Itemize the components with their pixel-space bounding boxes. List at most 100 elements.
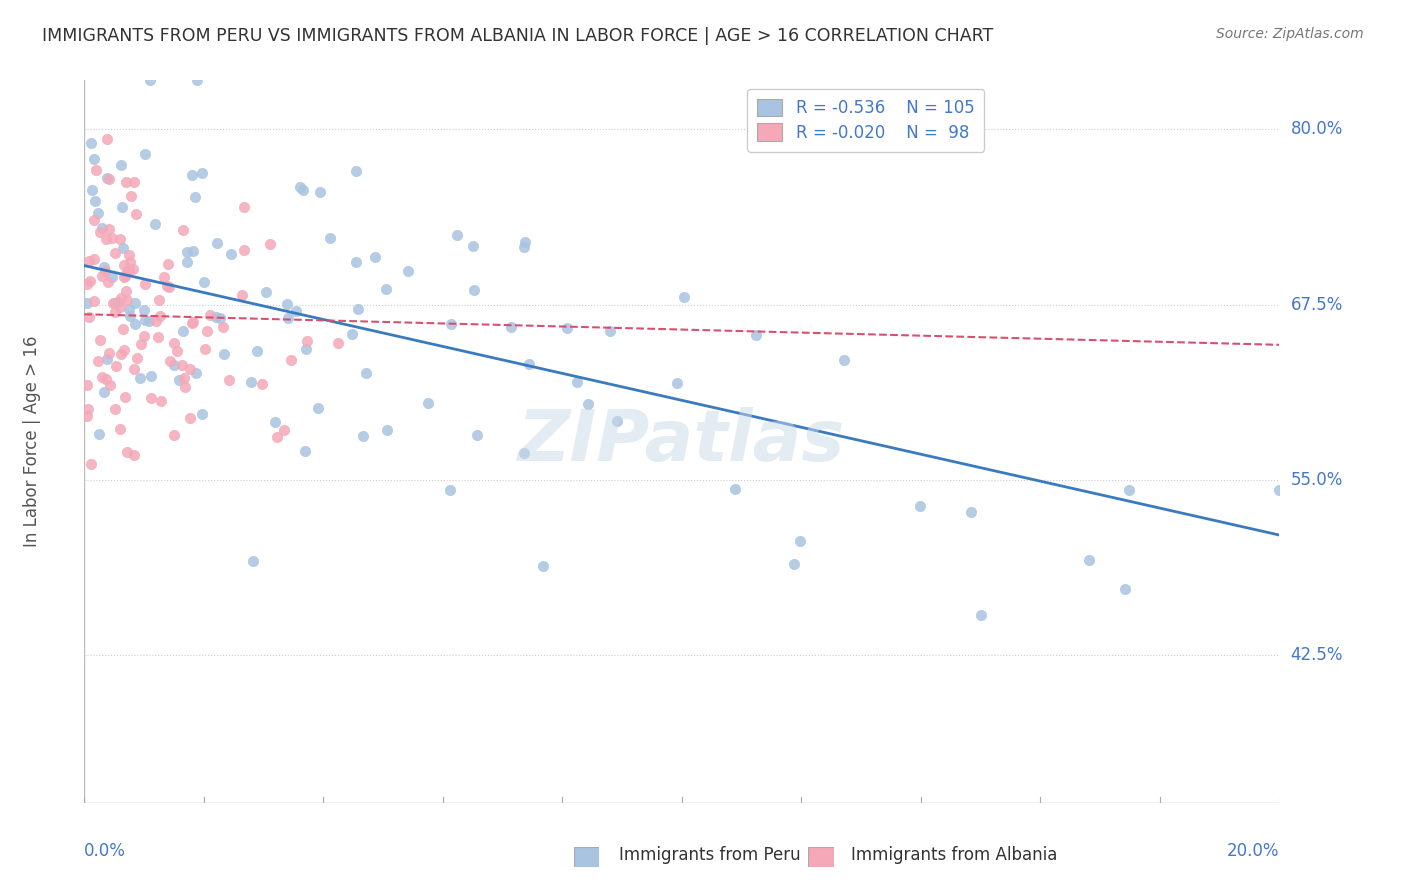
Point	[832, 352, 855, 367]
Point	[76, 296, 98, 310]
Point	[122, 262, 145, 277]
Point	[112, 343, 135, 358]
Point	[145, 313, 167, 327]
Point	[252, 377, 274, 392]
Point	[340, 326, 363, 341]
Point	[346, 255, 368, 269]
Point	[149, 394, 172, 409]
Point	[515, 235, 537, 249]
Point	[364, 250, 387, 264]
Point	[190, 166, 212, 180]
Point	[292, 183, 315, 197]
Point	[970, 607, 993, 622]
Point	[173, 223, 195, 237]
Point	[134, 277, 156, 292]
Point	[157, 257, 180, 271]
Point	[959, 505, 981, 519]
Point	[134, 313, 156, 327]
Point	[89, 333, 111, 347]
Point	[100, 378, 122, 392]
Point	[83, 252, 105, 267]
Point	[163, 336, 186, 351]
Point	[246, 343, 269, 358]
Text: 55.0%: 55.0%	[1291, 471, 1343, 489]
Point	[96, 171, 118, 186]
Point	[149, 309, 172, 323]
Point	[93, 260, 115, 274]
Point	[114, 175, 136, 189]
Point	[117, 263, 139, 277]
Point	[90, 268, 112, 283]
Point	[77, 310, 100, 325]
Point	[212, 347, 235, 361]
Point	[205, 235, 228, 250]
Point	[285, 303, 308, 318]
Point	[83, 213, 105, 227]
Point	[104, 305, 127, 319]
Point	[80, 457, 103, 471]
Point	[96, 132, 118, 146]
Point	[666, 376, 689, 391]
Point	[783, 558, 806, 572]
Point	[97, 222, 120, 236]
Point	[499, 320, 522, 334]
Point	[212, 319, 235, 334]
Point	[83, 194, 105, 209]
Point	[239, 376, 262, 390]
Point	[76, 409, 98, 423]
Point	[152, 269, 174, 284]
Point	[219, 247, 242, 261]
Point	[98, 171, 121, 186]
Point	[190, 407, 212, 421]
Point	[439, 483, 461, 498]
Point	[724, 482, 747, 496]
Point	[280, 352, 302, 367]
Point	[1077, 553, 1099, 567]
Point	[446, 228, 468, 243]
Point	[273, 423, 295, 437]
Point	[326, 336, 349, 351]
Legend: R = -0.536    N = 105, R = -0.020    N =  98: R = -0.536 N = 105, R = -0.020 N = 98	[747, 88, 984, 152]
Point	[122, 175, 145, 189]
Point	[110, 291, 132, 305]
Point	[172, 324, 194, 338]
Point	[94, 232, 117, 246]
Point	[139, 369, 162, 384]
Point	[115, 445, 138, 459]
Point	[319, 231, 342, 245]
Text: In Labor Force | Age > 16: In Labor Force | Age > 16	[22, 335, 41, 548]
Point	[118, 263, 141, 277]
Point	[513, 240, 536, 254]
Point	[83, 153, 105, 167]
Point	[122, 449, 145, 463]
Point	[110, 158, 132, 172]
Point	[96, 352, 118, 367]
Point	[352, 429, 374, 443]
Point	[127, 351, 149, 366]
Point	[599, 324, 621, 338]
Point	[266, 430, 288, 444]
Point	[108, 300, 131, 314]
Point	[295, 343, 318, 357]
Point	[79, 274, 101, 288]
Point	[148, 293, 170, 307]
Point	[138, 314, 160, 328]
Point	[375, 423, 398, 437]
Point	[114, 390, 136, 404]
Point	[176, 245, 198, 260]
Point	[195, 324, 218, 338]
Point	[115, 284, 138, 298]
Point	[112, 241, 135, 255]
Point	[79, 136, 101, 151]
Point	[108, 422, 131, 436]
Point	[94, 371, 117, 385]
Point	[79, 254, 101, 268]
Point	[179, 362, 201, 376]
Point	[173, 371, 195, 385]
Point	[124, 317, 146, 331]
Point	[103, 296, 125, 310]
Point	[198, 308, 221, 322]
Point	[233, 243, 256, 257]
Point	[104, 246, 127, 260]
Point	[531, 559, 554, 574]
